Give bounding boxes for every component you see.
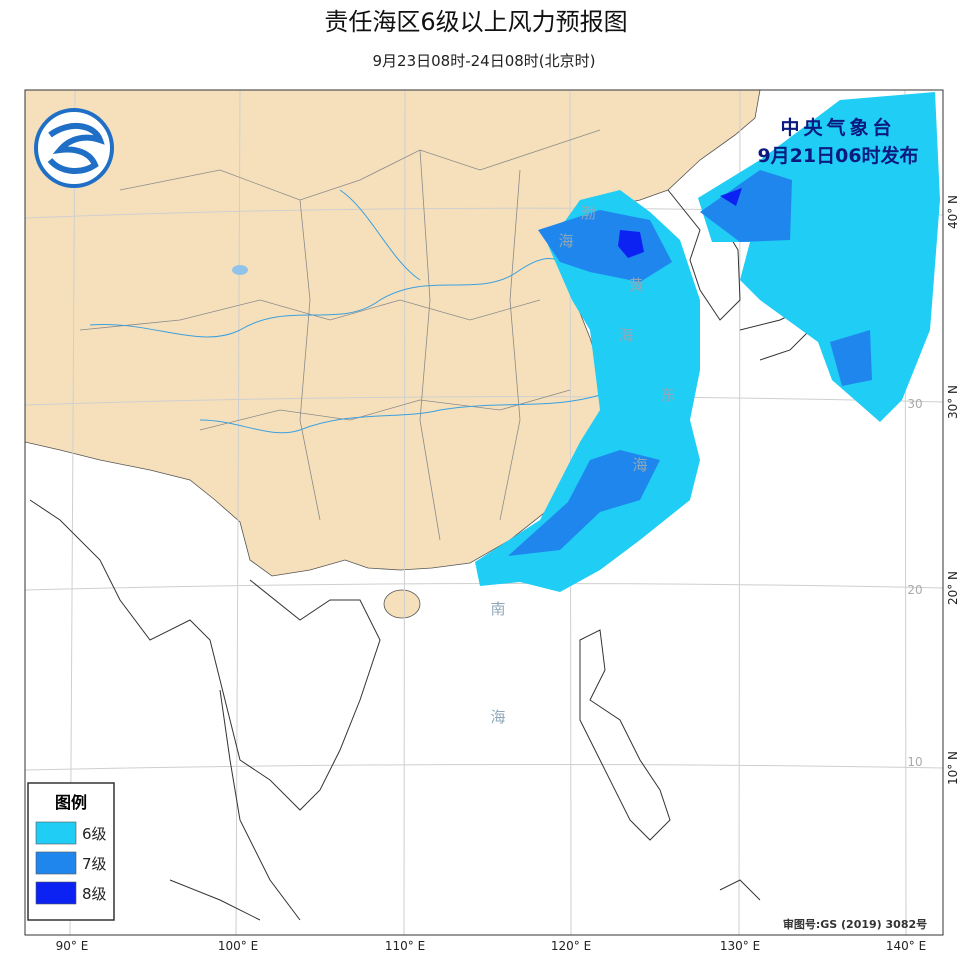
sea-label: 海 <box>632 456 647 474</box>
wind-area-8 <box>720 188 742 206</box>
map-frame <box>24 89 944 936</box>
sea-label: 渤 <box>580 204 595 222</box>
grid-number: 20 <box>907 583 922 597</box>
issuer-time: 9月21日06时发布 <box>757 144 918 167</box>
longitude-label: 100° E <box>218 939 258 953</box>
wind-areas <box>475 92 940 592</box>
grid-numbers: 30 20 10 <box>907 397 922 769</box>
longitude-label: 110° E <box>385 939 425 953</box>
philippines-coast <box>169 629 761 921</box>
issuer-name: 中央气象台 <box>780 116 895 139</box>
subtitle: 9月23日08时-24日08时(北京时) <box>372 52 595 70</box>
hainan <box>383 589 421 619</box>
longitude-label: 120° E <box>551 939 591 953</box>
grid-number: 10 <box>907 755 922 769</box>
sea-label: 南 <box>490 600 505 618</box>
lake <box>232 265 248 275</box>
title: 责任海区6级以上风力预报图 <box>324 8 627 36</box>
wind-area-7 <box>830 330 872 386</box>
legend-swatch <box>35 851 77 875</box>
wind-area-7 <box>538 210 672 282</box>
sea-label: 东 <box>660 386 675 404</box>
latitude-label: 30° N <box>946 385 960 419</box>
legend-title: 图例 <box>55 793 87 812</box>
rivers <box>89 189 601 434</box>
sea-label: 海 <box>618 326 633 344</box>
latitude-label: 20° N <box>946 571 960 605</box>
sea-label: 海 <box>490 708 505 726</box>
province-borders <box>79 129 601 541</box>
latitude-label: 10° N <box>946 751 960 785</box>
longitude-label: 90° E <box>56 939 89 953</box>
sea-label: 海 <box>558 232 573 250</box>
wind-area-7 <box>508 450 660 556</box>
legend-swatch <box>35 821 77 845</box>
legend-label: 6级 <box>82 825 107 843</box>
indochina-coast <box>29 499 381 921</box>
longitude-label: 130° E <box>720 939 760 953</box>
latitude-label: 40° N <box>946 195 960 229</box>
approval-number: 审图号:GS (2019) 3082号 <box>783 917 927 931</box>
legend-label: 7级 <box>82 855 107 873</box>
longitude-label: 140° E <box>886 939 926 953</box>
axis-labels: 90° E 100° E 110° E 120° E 130° E 140° E 40° N… <box>56 195 960 953</box>
legend-swatch <box>35 881 77 905</box>
sea-label: 黄 <box>628 276 643 294</box>
graticule <box>25 90 943 935</box>
wind-area-8 <box>618 230 644 258</box>
grid-number: 30 <box>907 397 922 411</box>
legend: 图例 6级 7级 8级 <box>27 782 115 921</box>
wind-area-7 <box>700 170 792 242</box>
legend-label: 8级 <box>82 885 107 903</box>
cma-logo <box>34 108 114 188</box>
